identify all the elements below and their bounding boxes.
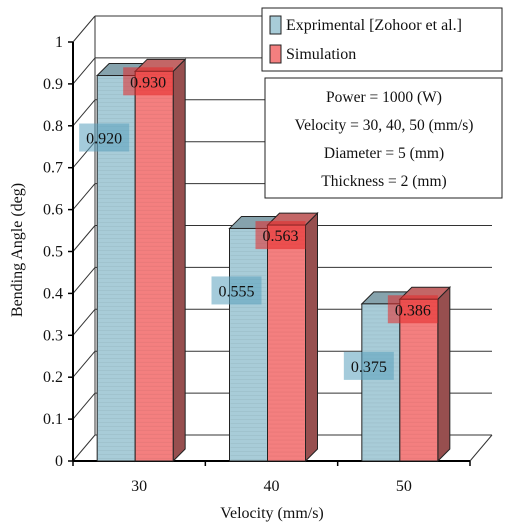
data-label-text: 0.375 bbox=[351, 359, 387, 376]
legend-label-simulation: Simulation bbox=[286, 46, 356, 63]
annotation-line: Velocity = 30, 40, 50 (mm/s) bbox=[295, 117, 474, 134]
gridline-depth bbox=[72, 434, 96, 462]
data-label-text: 0.930 bbox=[130, 74, 166, 91]
legend-swatch-simulation bbox=[269, 44, 282, 64]
data-label-box bbox=[255, 221, 306, 250]
y-tick-label: 0.9 bbox=[43, 76, 63, 93]
data-label-box bbox=[79, 123, 130, 152]
floor-right-edge bbox=[469, 434, 493, 462]
legend-frame bbox=[261, 7, 503, 72]
annotation-line: Thickness = 2 (mm) bbox=[321, 173, 446, 190]
data-label-simulation-40: 0.563 bbox=[255, 221, 306, 250]
gridline-depth bbox=[72, 57, 96, 85]
y-tick-label: 0.3 bbox=[43, 327, 63, 344]
bar-simulation-50 bbox=[398, 286, 452, 463]
legend: Exprimental [Zohoor et al.] Simulation bbox=[261, 7, 503, 72]
y-tick-label: 0.1 bbox=[43, 411, 63, 428]
data-label-text: 0.555 bbox=[219, 283, 255, 300]
annotation-frame bbox=[264, 77, 503, 199]
bar-side bbox=[305, 211, 318, 463]
bar-side bbox=[437, 286, 451, 463]
data-label-box bbox=[211, 276, 262, 305]
x-axis-title: Velocity (mm/s) bbox=[220, 505, 324, 522]
parameter-annotation: Power = 1000 (W) Velocity = 30, 40, 50 (… bbox=[264, 77, 503, 199]
legend-label-experimental: Exprimental [Zohoor et al.] bbox=[286, 17, 462, 34]
data-label-experimental-50: 0.375 bbox=[343, 351, 394, 380]
y-tick-label: 0.5 bbox=[43, 244, 63, 261]
bar-simulation-40 bbox=[266, 211, 319, 463]
gridline-depth bbox=[72, 267, 96, 294]
gridline-depth bbox=[72, 392, 96, 420]
gridline-depth bbox=[72, 99, 96, 127]
data-label-box bbox=[387, 295, 438, 324]
bar-simulation-30 bbox=[133, 58, 187, 463]
gridline-depth bbox=[72, 225, 96, 252]
annotation-line: Power = 1000 (W) bbox=[326, 89, 442, 106]
y-tick-label: 0.2 bbox=[43, 369, 63, 386]
gridline-depth bbox=[72, 15, 96, 43]
y-tick-label: 0.4 bbox=[43, 285, 63, 302]
x-tick-label: 40 bbox=[264, 478, 280, 495]
bar-side bbox=[172, 58, 186, 463]
x-tick-label: 30 bbox=[131, 478, 147, 495]
y-tick-label: 0.6 bbox=[43, 202, 63, 219]
y-tick-label: 1 bbox=[55, 34, 63, 51]
axes: 0 0.1 0.2 0.3 0.4 0.5 0.6 0.7 0.8 0.9 1 30 40 50 bbox=[43, 34, 471, 495]
data-label-text: 0.563 bbox=[263, 228, 299, 245]
y-axis-title: Bending Angle (deg) bbox=[9, 183, 26, 317]
data-label-simulation-50: 0.386 bbox=[387, 295, 438, 324]
data-label-experimental-30: 0.920 bbox=[79, 123, 130, 152]
data-label-experimental-40: 0.555 bbox=[211, 276, 262, 305]
gridline-depth bbox=[72, 183, 96, 210]
annotation-line: Diameter = 5 (mm) bbox=[324, 145, 444, 162]
data-label-text: 0.920 bbox=[86, 131, 122, 148]
bar-front bbox=[399, 298, 439, 462]
data-label-box bbox=[123, 67, 174, 96]
gridline-depth bbox=[72, 350, 96, 378]
gridline-depth bbox=[72, 308, 96, 336]
data-label-box bbox=[343, 351, 394, 380]
data-label-text: 0.386 bbox=[395, 302, 431, 319]
y-tick-label: 0 bbox=[55, 453, 63, 470]
legend-swatch-experimental bbox=[269, 15, 282, 35]
y-tick-label: 0.7 bbox=[43, 160, 63, 177]
y-tick-label: 0.8 bbox=[43, 118, 63, 135]
data-labels: 0.920 0.930 0.555 0.563 0.375 0.386 bbox=[79, 67, 438, 380]
x-tick-label: 50 bbox=[396, 478, 412, 495]
data-label-simulation-30: 0.930 bbox=[123, 67, 174, 96]
